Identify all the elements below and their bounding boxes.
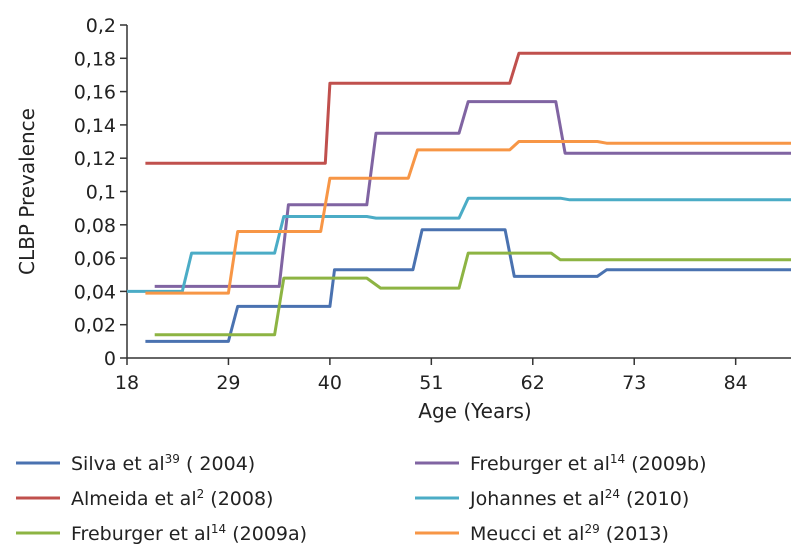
y-tick-label: 0 [104,348,116,370]
legend-label: Freburger et al14 (2009a) [71,522,307,545]
x-tick-label: 73 [622,372,646,394]
legend-label: Johannes et al24 (2010) [469,487,689,510]
y-tick-label: 0,14 [74,115,116,137]
y-tick-label: 0,1 [86,182,116,204]
legend-label: Almeida et al2 (2008) [71,487,273,510]
series-line [127,196,791,293]
legend-item: Silva et al39 ( 2004) [16,452,255,475]
series-line [145,140,791,295]
x-tick-label: 40 [318,372,342,394]
legend-item: Almeida et al2 (2008) [16,487,273,510]
x-tick-label: 84 [724,372,748,394]
series-line [145,51,791,165]
y-axis-label: CLBP Prevalence [15,108,39,275]
legend-item: Freburger et al14 (2009a) [16,522,307,545]
x-tick-label: 62 [521,372,545,394]
y-axis-ticks: 0 0,02 0,04 0,06 0,08 0,1 0,12 0,14 0,16 0,18 0,2 [74,15,127,370]
y-tick-label: 0,16 [74,82,116,104]
y-tick-label: 0,2 [86,15,116,37]
legend-item: Meucci et al29 (2013) [415,522,669,545]
y-tick-label: 0,08 [74,215,116,237]
series-lines [127,51,791,343]
legend-label: Meucci et al29 (2013) [470,522,669,545]
y-tick-label: 0,04 [74,281,116,303]
y-tick-label: 0,02 [74,315,116,337]
legend: Silva et al39 ( 2004) Freburger et al14 (… [16,452,706,545]
x-tick-label: 51 [419,372,443,394]
series-line [154,251,791,337]
series-line [145,228,791,343]
legend-item: Johannes et al24 (2010) [415,487,689,510]
axes [126,25,791,359]
x-tick-label: 29 [216,372,240,394]
series-line [154,100,791,288]
y-tick-label: 0,06 [74,248,116,270]
x-axis-label: Age (Years) [418,399,531,423]
legend-item: Freburger et al14 (2009b) [415,452,706,475]
x-axis-ticks: 18 29 40 51 62 73 84 [115,358,748,394]
legend-label: Silva et al39 ( 2004) [71,452,255,475]
legend-label: Freburger et al14 (2009b) [470,452,706,475]
x-tick-label: 18 [115,372,139,394]
y-tick-label: 0,18 [74,48,116,70]
y-tick-label: 0,12 [74,148,116,170]
